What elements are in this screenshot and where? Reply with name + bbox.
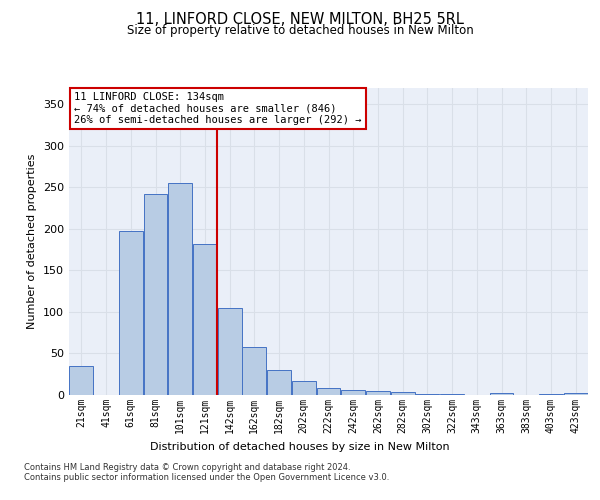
Bar (391, 392, 415, 395)
Bar (70, 366, 94, 395)
Bar (539, 394, 563, 395)
Text: Contains HM Land Registry data © Crown copyright and database right 2024.
Contai: Contains HM Land Registry data © Crown c… (24, 462, 389, 482)
Bar (168, 183, 192, 395)
Bar (341, 390, 365, 395)
Text: Distribution of detached houses by size in New Milton: Distribution of detached houses by size … (150, 442, 450, 452)
Text: 11 LINFORD CLOSE: 134sqm
← 74% of detached houses are smaller (846)
26% of semi-: 11 LINFORD CLOSE: 134sqm ← 74% of detach… (74, 92, 362, 126)
Y-axis label: Number of detached properties: Number of detached properties (28, 154, 37, 329)
Bar (143, 194, 167, 395)
Bar (292, 381, 316, 395)
Bar (317, 388, 340, 395)
Bar (218, 308, 242, 395)
Bar (242, 347, 266, 395)
Text: 11, LINFORD CLOSE, NEW MILTON, BH25 5RL: 11, LINFORD CLOSE, NEW MILTON, BH25 5RL (136, 12, 464, 28)
Bar (267, 370, 291, 395)
Bar (366, 391, 390, 395)
Text: Size of property relative to detached houses in New Milton: Size of property relative to detached ho… (127, 24, 473, 37)
Bar (490, 394, 514, 395)
Bar (415, 394, 439, 395)
Bar (193, 244, 217, 395)
Bar (440, 394, 464, 395)
Bar (563, 394, 587, 395)
Bar (119, 232, 143, 395)
